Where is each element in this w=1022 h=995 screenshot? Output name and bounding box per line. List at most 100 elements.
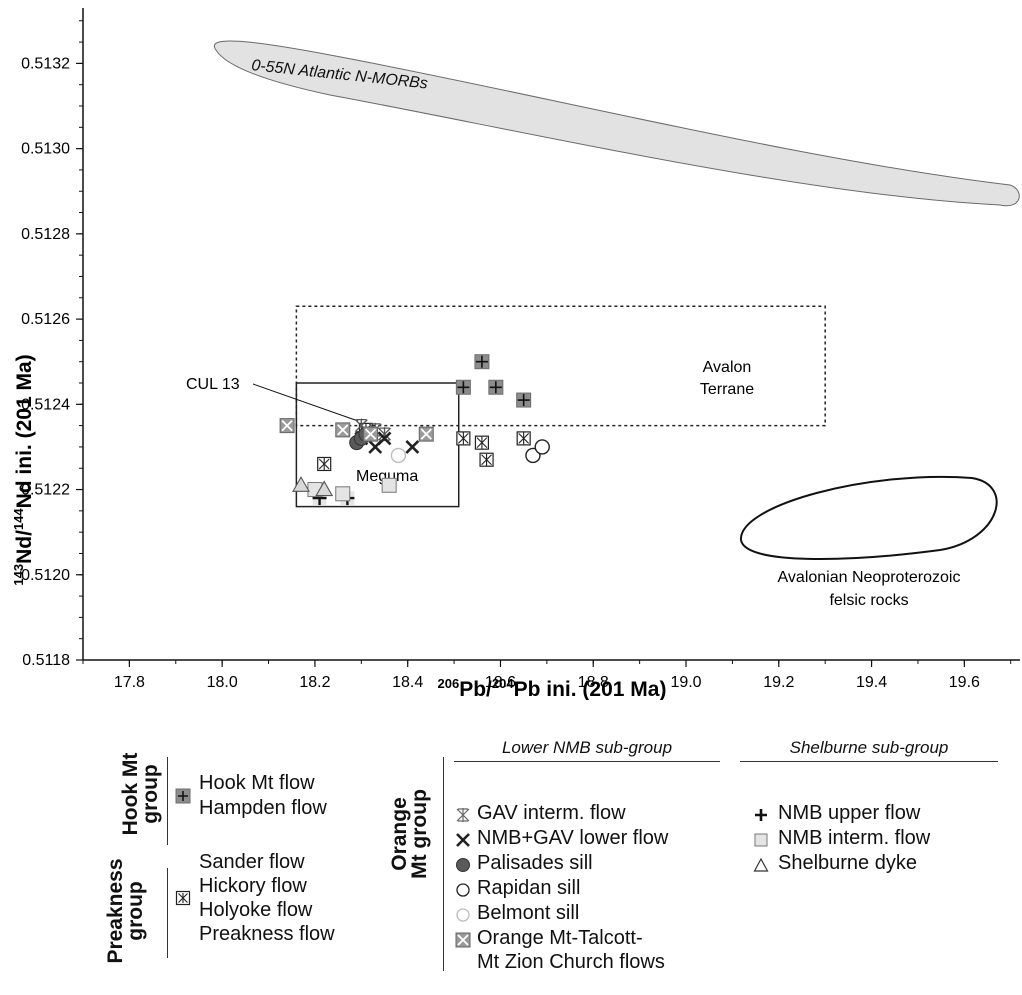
lower-nmb-item-2: NMB+GAV lower flow: [477, 827, 669, 849]
orange-group-label: Orange Mt group: [388, 778, 432, 890]
data-point-gray-square-plus: [455, 379, 471, 395]
data-point-boxed-star: [516, 431, 531, 446]
orange-group-label-line1: Orange: [388, 797, 411, 871]
cul13-pointer: [252, 383, 359, 422]
series-gray-square-plus: [455, 354, 532, 408]
series-triangle: [292, 476, 334, 497]
shelburne-item-1: NMB upper flow: [778, 802, 921, 824]
series-open-circle: [525, 439, 550, 464]
hook-group-bar: [167, 757, 168, 845]
neoproterozoic-label-line1: Avalonian Neoproterozoic: [778, 569, 961, 586]
hook-item-1: Hook Mt flow: [199, 772, 315, 794]
preakness-item-2: Hickory flow: [199, 875, 307, 897]
preakness-group-bar: [167, 868, 168, 958]
data-point-asterisk: [354, 418, 368, 433]
y-tick-label: 0.5130: [21, 141, 70, 158]
neoproterozoic-label-line2: felsic rocks: [829, 592, 908, 609]
data-point-gray-square-x: [279, 418, 295, 434]
x-tick-label: 18.2: [299, 674, 330, 691]
data-point-light-square: [381, 477, 397, 493]
x-tick-label: 19.0: [670, 674, 701, 691]
light-circle-icon: [456, 908, 470, 922]
preakness-item-1: Sander flow: [199, 851, 305, 873]
data-point-boxed-star: [474, 435, 490, 450]
hook-group-label: Hook Mt group: [119, 744, 162, 844]
lower-nmb-item-3: Palisades sill: [477, 852, 593, 874]
data-point-gray-square-x: [363, 426, 379, 442]
y-tick-label: 0.5124: [21, 396, 70, 413]
data-point-open-circle: [534, 439, 550, 455]
x-tick-label: 18.8: [578, 674, 609, 691]
y-tick-label: 0.5118: [22, 652, 70, 669]
x-tick-label: 18.4: [392, 674, 423, 691]
preakness-item-3: Holyoke flow: [199, 899, 313, 921]
data-point-gray-square-plus: [516, 392, 532, 408]
cul13-label: CUL 13: [186, 376, 240, 393]
preakness-group-label-line1: Preakness: [104, 858, 127, 964]
triangle-icon: [753, 857, 769, 872]
x-tick-label: 18.6: [485, 674, 516, 691]
preakness-item-4: Preakness flow: [199, 923, 335, 945]
plus-icon: [755, 809, 767, 821]
data-point-boxed-star: [317, 456, 332, 472]
data-point-light-circle: [390, 447, 407, 464]
avalon-label-line1: Avalon: [703, 359, 752, 376]
hook-group-label-line1: Hook Mt: [119, 752, 142, 836]
data-point-x: [405, 440, 420, 454]
neoproterozoic-field: [739, 475, 998, 560]
x-tick-label: 18.0: [207, 674, 238, 691]
preakness-group-label: Preakness group: [104, 846, 148, 976]
lower-nmb-item-5: Belmont sill: [477, 902, 580, 924]
y-tick-label: 0.5126: [21, 311, 70, 328]
shelburne-header: Shelburne sub-group: [740, 738, 998, 762]
y-tick-label: 0.5128: [21, 226, 70, 243]
shelburne-item-3: Shelburne dyke: [778, 852, 917, 874]
orange-group-bar: [443, 757, 444, 971]
data-point-asterisk: [378, 427, 391, 442]
y-tick-label: 0.5122: [21, 482, 70, 499]
lower-nmb-item-1: GAV interm. flow: [477, 802, 626, 824]
morb-field: [213, 40, 1020, 207]
open-circle-icon: [456, 883, 470, 897]
meguma-label: Meguma: [356, 468, 418, 485]
x-axis-label: 206Pb/204Pb ini. (201 Ma): [438, 676, 667, 700]
data-point-gray-square-plus: [474, 354, 490, 370]
series-light-square: [307, 477, 397, 502]
data-point-triangle: [315, 480, 334, 497]
y-tick-label: 0.5120: [21, 567, 70, 584]
y-axis-label: 143Nd/144Nd ini. (201 Ma): [11, 354, 36, 585]
x-tick-label: 19.4: [856, 674, 887, 691]
x-tick-label: 19.6: [949, 674, 980, 691]
lower-nmb-item-6: Orange Mt-Talcott-: [477, 927, 643, 949]
y-tick-label: 0.5132: [21, 55, 70, 72]
lower-nmb-item-7: Mt Zion Church flows: [477, 951, 665, 973]
x-tick-label: 17.8: [114, 674, 145, 691]
boxed-star-icon: [175, 890, 191, 906]
shelburne-item-2: NMB interm. flow: [778, 827, 931, 849]
hook-group-label-line2: group: [139, 764, 162, 824]
scatter-plot: 0-55N Atlantic N-MORBs Avalon Terrane Me…: [11, 8, 1020, 700]
series-gray-square-x: [279, 418, 434, 442]
avalon-terrane-box: [295, 305, 826, 427]
series-light-circle: [390, 447, 407, 464]
asterisk-icon: [456, 808, 470, 822]
lower-nmb-header: Lower NMB sub-group: [454, 738, 720, 762]
data-point-boxed-star: [479, 452, 494, 467]
lower-nmb-item-4: Rapidan sill: [477, 877, 581, 899]
gray-square-x-icon: [455, 932, 471, 948]
gray-square-plus-icon: [175, 788, 191, 804]
x-tick-label: 19.2: [763, 674, 794, 691]
data-point-x: [377, 431, 392, 446]
orange-group-label-line2: Mt group: [408, 789, 431, 879]
data-point-boxed-star: [456, 431, 471, 446]
preakness-group-label-line2: group: [124, 881, 147, 941]
x-mark-icon: [456, 833, 470, 847]
avalon-label-line2: Terrane: [700, 381, 754, 398]
data-point-gray-square-plus: [488, 379, 504, 395]
data-point-triangle: [292, 476, 310, 492]
hook-item-2: Hampden flow: [199, 797, 327, 819]
data-point-gray-square-x: [335, 422, 351, 438]
data-point-light-square: [335, 486, 351, 502]
light-square-icon: [754, 833, 768, 847]
axes: 17.8 18.0 18.2 18.4 18.6 18.8 19.0 19.2 19.4 19.6…: [21, 8, 1020, 691]
